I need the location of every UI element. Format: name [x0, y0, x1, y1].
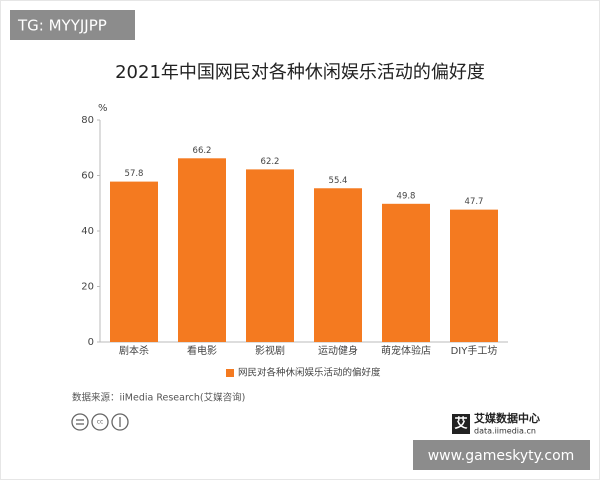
- license-icons: [71, 413, 129, 431]
- cc-icon-text: cc: [97, 419, 104, 426]
- x-tick-label: 看电影: [187, 344, 217, 357]
- x-tick-label: 影视剧: [255, 344, 285, 357]
- y-tick-label: 40: [81, 226, 94, 237]
- x-tick-label: DIY手工坊: [451, 344, 498, 357]
- data-label: 49.8: [397, 191, 416, 201]
- data-label: 47.7: [465, 197, 484, 207]
- y-tick-label: 0: [88, 337, 94, 348]
- x-tick-label: 剧本杀: [119, 344, 149, 357]
- data-label: 62.2: [261, 157, 280, 167]
- y-tick-label: 80: [81, 115, 94, 126]
- y-tick-label: 20: [81, 282, 94, 293]
- watermark: TG: MYYJJPP: [17, 17, 107, 35]
- data-label: 66.2: [193, 146, 212, 156]
- y-tick-label: 60: [81, 171, 94, 182]
- y-unit: %: [98, 103, 108, 114]
- source: 数据来源：iiMedia Research(艾媒咨询): [72, 392, 245, 404]
- data-label: 57.8: [125, 169, 144, 179]
- data-label: 55.4: [329, 176, 348, 186]
- logo-mark: 艾: [454, 416, 467, 432]
- bar: [314, 188, 362, 342]
- bar: [246, 169, 294, 342]
- bar: [178, 158, 226, 342]
- bar: [450, 209, 498, 342]
- x-tick-label: 运动健身: [318, 344, 358, 357]
- legend-swatch: [226, 369, 234, 377]
- watermark-box: [10, 10, 135, 40]
- logo-box: [452, 414, 470, 434]
- chart-title: 2021年中国网民对各种休闲娱乐活动的偏好度: [115, 62, 485, 83]
- logo-url: data.iimedia.cn: [474, 427, 536, 436]
- watermark: www.gameskyty.com: [428, 448, 575, 464]
- logo-name: 艾媒数据中心: [474, 411, 540, 425]
- legend-label: 网民对各种休闲娱乐活动的偏好度: [238, 367, 381, 379]
- bar: [110, 181, 158, 342]
- watermark-box: [413, 440, 590, 470]
- bar: [382, 203, 430, 342]
- x-tick-label: 萌宠体验店: [381, 344, 431, 357]
